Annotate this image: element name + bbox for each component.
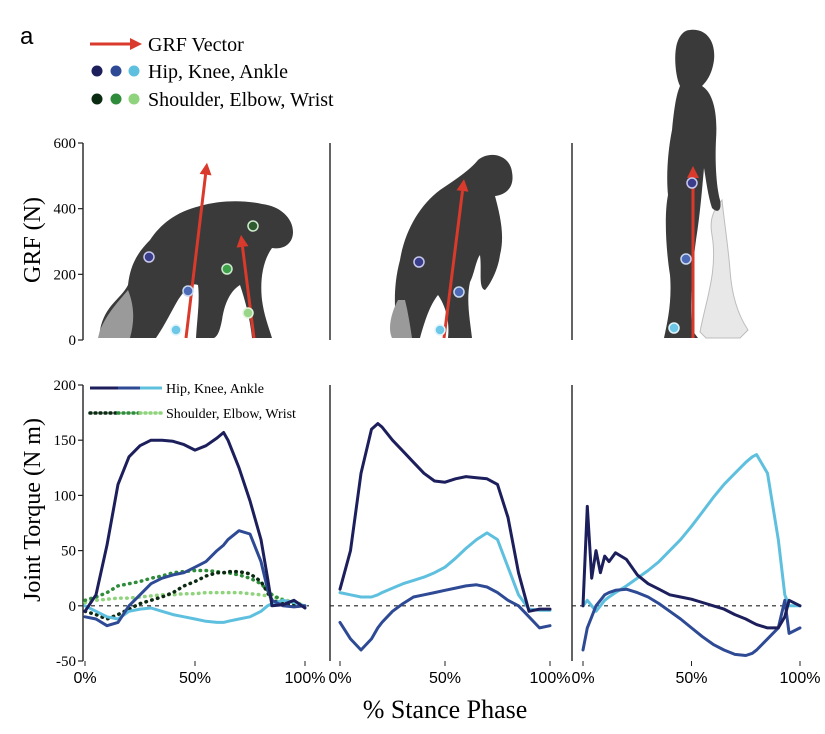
torque-panel-1-elbow-line (83, 568, 307, 608)
torque-x-tick-label: 100% (285, 670, 326, 687)
grf-vector-fore (241, 246, 256, 339)
bent-chimp-far-leg (390, 300, 412, 338)
torque-x-tick-label: 100% (780, 670, 821, 687)
torque-x-tick-label: 50% (429, 670, 461, 687)
shoulder-dot-icon (91, 93, 103, 105)
top-legend: GRF Vector Hip, Knee, Ankle Shoulder, El… (90, 34, 334, 111)
torque-panel-1-hip-line (83, 431, 307, 613)
torque-legend-upper-label: Shoulder, Elbow, Wrist (166, 407, 296, 422)
chimp-wrist-marker (242, 307, 254, 319)
grf-arrowhead-fore (236, 234, 249, 248)
elbow-dot-icon (110, 93, 122, 105)
torque-y-tick-label: 200 (54, 378, 77, 394)
torque-panel-3-knee-line (581, 587, 802, 657)
torque-x-tick-label: 50% (179, 670, 211, 687)
torque-panel-3-hip-line (581, 504, 802, 630)
torque-y-tick-label: 150 (54, 433, 77, 449)
torque-panel-2-knee-line (338, 583, 552, 652)
bent-hip-marker (413, 256, 425, 268)
hip-dot-icon (91, 65, 103, 77)
grf-y-tick-label: 200 (54, 267, 77, 283)
torque-y-tick-label: 100 (54, 488, 77, 504)
torque-x-tick-label: 0% (328, 670, 351, 687)
torque-x-tick-label: 0% (73, 670, 96, 687)
grf-vector-hind (184, 174, 208, 339)
torque-panel-3-ankle-line (581, 453, 802, 613)
torque-y-tick-label: 50 (61, 544, 76, 560)
torque-legend-lower-label: Hip, Knee, Ankle (166, 382, 264, 397)
grf-arrowhead-hind (456, 179, 469, 192)
chimp-far-leg (98, 290, 134, 338)
bent-bipedal-chimp-silhouette (390, 154, 513, 338)
wrist-dot-icon (128, 93, 140, 105)
quadruped-chimp-silhouette (98, 201, 293, 338)
grf-arrowhead-legend-icon (130, 38, 142, 50)
torque-x-tick-label: 50% (675, 670, 707, 687)
human-ankle-marker (668, 322, 680, 334)
torque-legend: Hip, Knee, Ankle Shoulder, Elbow, Wrist (88, 382, 296, 422)
legend-lower-joints-label: Hip, Knee, Ankle (148, 61, 288, 83)
grf-y-tick-label: 0 (69, 333, 77, 349)
bent-chimp-body (394, 154, 513, 338)
torque-y-tick-label: -50 (56, 654, 76, 670)
ankle-dot-icon (128, 65, 140, 77)
torque-x-tick-label: 100% (530, 670, 571, 687)
bent-ankle-marker (434, 324, 446, 336)
human-hip-marker (686, 177, 698, 189)
chimp-shoulder-marker (247, 220, 259, 232)
chimp-elbow-marker (221, 263, 233, 275)
human-knee-marker (680, 253, 692, 265)
grf-y-tick-label: 600 (54, 136, 77, 152)
torque-x-tick-label: 0% (571, 670, 594, 687)
torque-y-tick-label: 0 (69, 599, 77, 615)
legend-upper-joints-label: Shoulder, Elbow, Wrist (148, 89, 334, 111)
grf-arrowhead-hind (687, 165, 699, 178)
legend-grf-label: GRF Vector (148, 34, 244, 56)
torque-panel-1-knee-line (83, 529, 307, 628)
chimp-ankle-marker (170, 324, 182, 336)
chimp-body (100, 201, 293, 338)
bent-knee-marker (453, 286, 465, 298)
torque-panel-2-ankle-line (338, 531, 552, 612)
knee-dot-icon (110, 65, 122, 77)
joint-markers (143, 177, 698, 336)
human-silhouette (664, 29, 749, 339)
chimp-hip-marker (143, 251, 155, 263)
grf-y-tick-label: 400 (54, 202, 77, 218)
chimp-knee-marker (182, 285, 194, 297)
torque-y-axis-title: Joint Torque (N m) (20, 418, 46, 602)
human-far-leg (699, 198, 749, 339)
torque-panel-2-hip-line (338, 422, 552, 613)
grf-vector-hind (442, 190, 464, 339)
grf-y-axis-title: GRF (N) (20, 197, 46, 283)
grf-arrowhead-hind (199, 162, 212, 176)
panel-label: a (20, 23, 34, 50)
x-axis-title: % Stance Phase (363, 695, 528, 724)
